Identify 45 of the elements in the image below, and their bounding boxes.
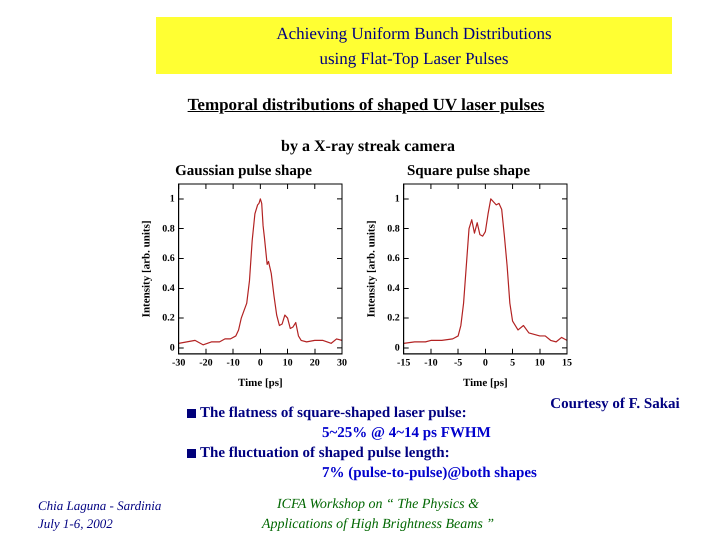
x-tick-label: -15 <box>397 357 410 368</box>
y-tick-label: 0.2 <box>162 312 175 324</box>
y-tick-label: 0.4 <box>162 282 175 294</box>
y-tick-label: 1 <box>170 193 175 204</box>
text: Courtesy of F. Sakai <box>550 396 680 413</box>
x-tick-label: 20 <box>310 357 320 368</box>
text: by a X-ray streak camera <box>281 138 455 156</box>
chart-title: Square pulse shape <box>406 162 530 179</box>
x-tick-label: -20 <box>199 357 213 368</box>
y-tick-label: 0.2 <box>387 312 400 324</box>
text: Chia Laguna - Sardinia <box>38 498 162 514</box>
y-tick-label: 0.8 <box>162 223 175 234</box>
x-tick-label: -10 <box>424 357 438 368</box>
x-tick-label: -5 <box>454 357 462 368</box>
x-tick-label: 15 <box>562 357 572 368</box>
chart-title: Gaussian pulse shape <box>175 162 312 179</box>
x-tick-label: 10 <box>282 357 293 368</box>
y-tick-label: 0 <box>170 342 175 354</box>
y-tick-label: 0.6 <box>387 253 400 264</box>
text: 5~25% @ 4~14 ps FWHM <box>322 425 491 442</box>
x-tick-label: 5 <box>510 357 516 368</box>
x-tick-label: -30 <box>172 357 186 368</box>
text: Achieving Uniform Bunch Distributions <box>276 24 552 44</box>
text: 7% (pulse-to-pulse)@both shapes <box>322 465 537 482</box>
x-tick-label: 10 <box>534 357 545 368</box>
x-axis-title: Time [ps] <box>238 377 283 390</box>
text: The fluctuation of shaped pulse length: <box>200 445 450 462</box>
text: The flatness of square-shaped laser pulse: <box>200 405 467 422</box>
y-axis-title: Intensity [arb. units] <box>365 220 378 318</box>
y-tick-label: 0.8 <box>387 223 400 234</box>
x-tick-label: -10 <box>226 357 240 368</box>
text: Applications of High Brightness Beams ” <box>262 517 494 533</box>
y-tick-label: 0.4 <box>387 282 400 294</box>
x-tick-label: 0 <box>258 357 263 368</box>
text: July 1-6, 2002 <box>38 516 113 532</box>
y-tick-label: 0.6 <box>162 253 175 264</box>
x-tick-label: 30 <box>337 357 347 368</box>
y-axis-title: Intensity [arb. units] <box>140 220 152 318</box>
text: ICFA Workshop on “ The Physics & <box>277 497 479 513</box>
y-tick-label: 0 <box>394 342 400 354</box>
text: using Flat-Top Laser Pulses <box>319 49 509 69</box>
text: Temporal distributions of shaped UV laser pulses <box>188 95 544 115</box>
x-tick-label: 0 <box>482 357 488 368</box>
x-axis-title: Time [ps] <box>462 377 508 390</box>
y-tick-label: 1 <box>394 193 400 204</box>
